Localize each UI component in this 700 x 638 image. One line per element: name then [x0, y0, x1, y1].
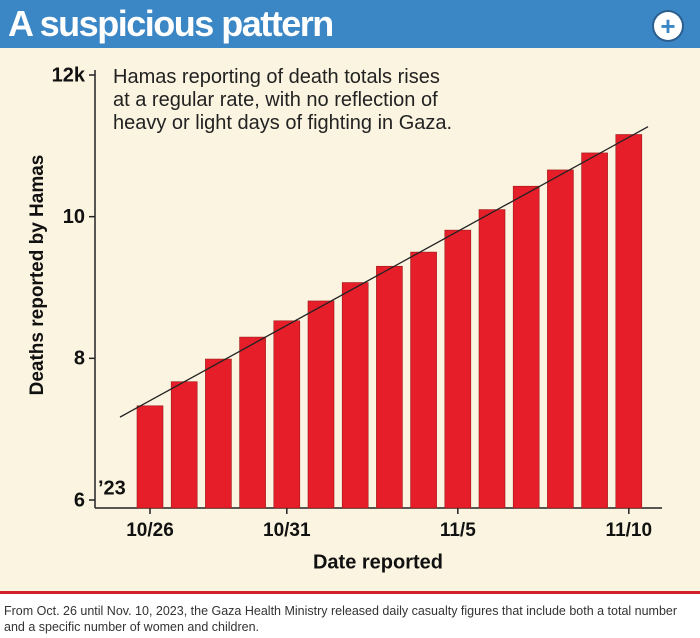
bar	[273, 320, 301, 509]
caption: From Oct. 26 until Nov. 10, 2023, the Ga…	[4, 604, 678, 634]
y-axis-label: Deaths reported by Hamas	[27, 155, 48, 396]
bar	[205, 358, 232, 509]
y-tick-label: 10	[63, 206, 85, 228]
bar	[136, 405, 164, 509]
bar	[478, 209, 506, 509]
trend-line	[119, 126, 649, 418]
x-tick-label: 11/5	[440, 520, 476, 541]
y-tick-label: 8	[74, 348, 85, 370]
bar	[307, 300, 335, 509]
x-tick-label: 10/31	[263, 520, 311, 541]
x-axis-label: Date reported	[313, 551, 443, 573]
bar	[547, 169, 574, 509]
year-label: ’23	[98, 477, 126, 499]
bar	[581, 152, 608, 509]
divider	[0, 591, 700, 594]
bar	[615, 134, 643, 509]
bar	[170, 381, 198, 509]
y-tick-label: 6	[74, 489, 85, 511]
chart-title: A suspicious pattern	[8, 3, 334, 44]
bar	[376, 265, 403, 509]
header: A suspicious pattern +	[0, 0, 700, 48]
bar	[410, 251, 437, 509]
annotation: Hamas reporting of death totals rises at…	[113, 66, 453, 134]
y-tick-label: 12k	[52, 64, 86, 86]
bar	[341, 282, 369, 509]
x-tick-label: 11/10	[606, 520, 653, 541]
bar	[512, 185, 540, 509]
expand-button[interactable]: +	[654, 12, 682, 40]
bar	[444, 229, 472, 509]
chart: Deaths reported by Hamas Date reported ’…	[27, 64, 662, 573]
bar	[239, 336, 266, 509]
x-tick-label: 10/26	[126, 520, 174, 541]
